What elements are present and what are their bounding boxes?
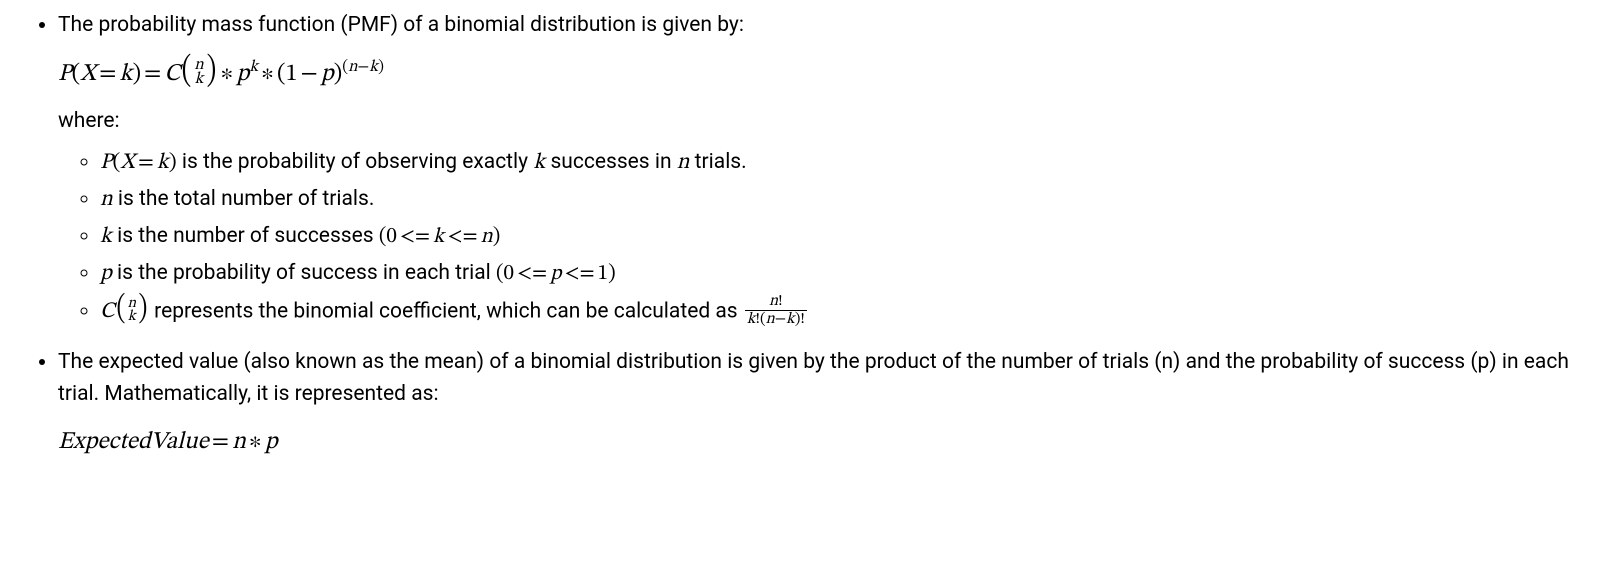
- eq: =: [141, 62, 164, 86]
- expected-intro: The expected value (also known as the me…: [58, 347, 1570, 410]
- expected-equation: ExpectedValue=n∗p: [58, 424, 1570, 460]
- minus: −: [298, 62, 321, 86]
- def-k: k is the number of successes (0<=k<=n): [100, 221, 1570, 254]
- one: 1: [286, 62, 298, 86]
- math-pxk: P(X=k): [100, 152, 177, 174]
- sym-p: p: [236, 62, 249, 86]
- sym-k: k: [100, 226, 112, 248]
- sym-n: n: [232, 430, 246, 454]
- sym-k: k: [119, 62, 132, 86]
- text: successes in: [545, 150, 677, 174]
- sym-p: p: [321, 62, 334, 86]
- rpar: ): [206, 55, 216, 87]
- range-k: (0<=k<=n): [379, 226, 500, 247]
- item-pmf: The probability mass function (PMF) of a…: [58, 10, 1570, 329]
- text: represents the binomial coefficient, whi…: [149, 299, 743, 323]
- lpar: (: [277, 62, 286, 86]
- def-p: p is the probability of success in each …: [100, 258, 1570, 291]
- pmf-definitions: P(X=k) is the probability of observing e…: [58, 147, 1570, 329]
- item-expected: The expected value (also known as the me…: [58, 347, 1570, 460]
- sup-k: k: [249, 59, 258, 75]
- lpar: (: [182, 55, 192, 87]
- rpar: ): [132, 62, 141, 86]
- text: trials.: [689, 150, 746, 174]
- lpar: (: [72, 62, 81, 86]
- sym-n: n: [677, 152, 690, 174]
- def-n: n is the total number of trials.: [100, 184, 1570, 217]
- sym-k: k: [195, 73, 204, 87]
- sym-k: k: [533, 152, 545, 174]
- sym-p: p: [265, 430, 278, 454]
- rpar: ): [334, 62, 343, 86]
- star: ∗: [246, 430, 265, 454]
- math-frac: n!k!(n−k)!: [743, 301, 809, 323]
- sup-nmk: (n−k): [342, 59, 384, 75]
- range-p: (0<=p<=1): [496, 263, 616, 284]
- def-c: C(nk) represents the binomial coefficien…: [100, 295, 1570, 329]
- sym-X: X: [80, 62, 96, 86]
- eq: =: [96, 62, 119, 86]
- sym-n: n: [100, 189, 113, 211]
- text: is the total number of trials.: [113, 187, 375, 211]
- where-label: where:: [58, 106, 1570, 138]
- top-list: The probability mass function (PMF) of a…: [30, 10, 1570, 460]
- def-pxk: P(X=k) is the probability of observing e…: [100, 147, 1570, 180]
- eq: =: [209, 430, 232, 454]
- sym-P: P: [58, 62, 72, 86]
- text: is the probability of success in each tr…: [112, 261, 496, 285]
- sym-expected: ExpectedValue: [58, 430, 209, 454]
- binom-nk: (nk): [180, 57, 217, 89]
- sym-C: C: [164, 62, 180, 86]
- pmf-equation: P(X=k)=C(nk)∗pk∗(1−p)(n−k): [58, 56, 1570, 92]
- math-cnk: C(nk): [100, 301, 149, 323]
- sym-p: p: [100, 263, 112, 285]
- text: is the probability of observing exactly: [177, 150, 534, 174]
- pmf-intro: The probability mass function (PMF) of a…: [58, 10, 1570, 42]
- star: ∗: [218, 62, 237, 86]
- star: ∗: [258, 62, 277, 86]
- text: is the number of successes: [112, 224, 379, 248]
